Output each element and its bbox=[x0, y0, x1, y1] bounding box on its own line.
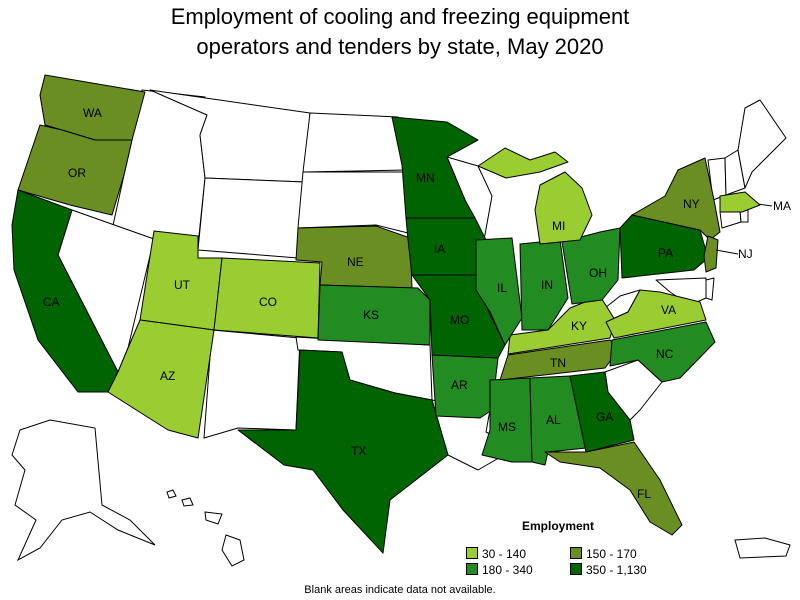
territory-pr[interactable] bbox=[734, 537, 791, 559]
state-ak[interactable] bbox=[11, 419, 156, 562]
legend-label-2: 150 - 170 bbox=[586, 547, 637, 561]
label-tn: TN bbox=[550, 356, 566, 370]
legend-item-2: 150 - 170 bbox=[570, 547, 637, 560]
blank-states bbox=[57, 89, 787, 471]
state-me[interactable] bbox=[737, 99, 787, 189]
leader-ma bbox=[757, 203, 773, 207]
legend-swatch-2 bbox=[570, 547, 582, 559]
legend-item-4: 350 - 1,130 bbox=[570, 563, 647, 576]
legend-title: Employment bbox=[522, 519, 595, 533]
label-az: AZ bbox=[160, 369, 175, 383]
label-il: IL bbox=[497, 281, 507, 295]
state-nj[interactable] bbox=[703, 235, 719, 273]
title-line-2: operators and tenders by state, May 2020 bbox=[196, 34, 604, 59]
label-co: CO bbox=[259, 295, 277, 309]
label-va: VA bbox=[661, 303, 676, 317]
legend-item-1: 30 - 140 bbox=[466, 547, 526, 560]
label-ga: GA bbox=[596, 410, 613, 424]
label-ky: KY bbox=[571, 319, 587, 333]
label-mo: MO bbox=[450, 313, 469, 327]
state-oh[interactable] bbox=[561, 227, 621, 305]
label-ny: NY bbox=[683, 197, 700, 211]
state-tx[interactable] bbox=[237, 349, 449, 554]
state-or[interactable] bbox=[17, 124, 133, 216]
label-mn: MN bbox=[416, 171, 435, 185]
state-wy[interactable] bbox=[197, 177, 306, 259]
state-hi-island-3[interactable] bbox=[204, 511, 223, 525]
label-fl: FL bbox=[637, 487, 651, 501]
label-ms: MS bbox=[498, 420, 516, 434]
legend-label-3: 180 - 340 bbox=[482, 563, 533, 577]
state-il[interactable] bbox=[475, 237, 523, 346]
label-wa: WA bbox=[83, 106, 102, 120]
leader-nj bbox=[715, 249, 739, 255]
state-hi-island-1[interactable] bbox=[166, 489, 177, 499]
label-al: AL bbox=[546, 413, 561, 427]
label-tx: TX bbox=[351, 444, 366, 458]
state-sd[interactable] bbox=[297, 171, 409, 234]
state-ny[interactable] bbox=[631, 157, 721, 241]
legend-swatch-3 bbox=[466, 563, 478, 575]
state-hi-island-4[interactable] bbox=[221, 534, 245, 567]
blank-areas-note: Blank areas indicate data not available. bbox=[304, 584, 496, 596]
label-in: IN bbox=[541, 278, 553, 292]
state-mn[interactable] bbox=[391, 116, 479, 219]
state-ca[interactable] bbox=[11, 189, 119, 393]
data-states bbox=[11, 74, 761, 554]
state-ma[interactable] bbox=[719, 191, 761, 213]
alaska bbox=[11, 419, 156, 562]
state-ct[interactable] bbox=[719, 209, 742, 229]
hawaii bbox=[166, 489, 245, 567]
state-fl[interactable] bbox=[544, 441, 683, 536]
label-pa: PA bbox=[658, 246, 673, 260]
state-ks[interactable] bbox=[317, 284, 431, 346]
label-ma: MA bbox=[773, 199, 791, 213]
title-line-1: Employment of cooling and freezing equip… bbox=[170, 4, 630, 29]
state-nm[interactable] bbox=[203, 329, 301, 439]
label-ut: UT bbox=[174, 278, 191, 292]
puerto-rico bbox=[734, 537, 791, 559]
label-ar: AR bbox=[451, 378, 468, 392]
legend-item-3: 180 - 340 bbox=[466, 563, 533, 576]
label-ks: KS bbox=[363, 308, 379, 322]
label-nj: NJ bbox=[738, 247, 753, 261]
state-ar[interactable] bbox=[431, 354, 499, 419]
state-nd[interactable] bbox=[302, 112, 406, 173]
state-mi[interactable] bbox=[477, 147, 593, 245]
state-az[interactable] bbox=[107, 319, 215, 439]
label-ca: CA bbox=[43, 295, 60, 309]
legend-label-4: 350 - 1,130 bbox=[586, 563, 647, 577]
state-de[interactable] bbox=[705, 277, 715, 301]
legend-label-1: 30 - 140 bbox=[482, 547, 527, 561]
label-ne: NE bbox=[347, 255, 364, 269]
state-va[interactable] bbox=[605, 289, 707, 339]
state-hi-island-2[interactable] bbox=[181, 497, 194, 507]
label-oh: OH bbox=[589, 266, 607, 280]
state-labels: WA OR CA UT AZ CO NE KS TX MN IA MO AR M… bbox=[43, 106, 791, 501]
label-ia: IA bbox=[434, 242, 445, 256]
label-mi: MI bbox=[552, 219, 565, 233]
map-title: Employment of cooling and freezing equip… bbox=[0, 2, 800, 62]
label-or: OR bbox=[68, 166, 86, 180]
legend-swatch-4 bbox=[570, 563, 582, 575]
legend-swatch-1 bbox=[466, 547, 478, 559]
state-ky[interactable] bbox=[507, 295, 616, 355]
state-nc[interactable] bbox=[609, 321, 716, 383]
label-nc: NC bbox=[656, 347, 674, 361]
